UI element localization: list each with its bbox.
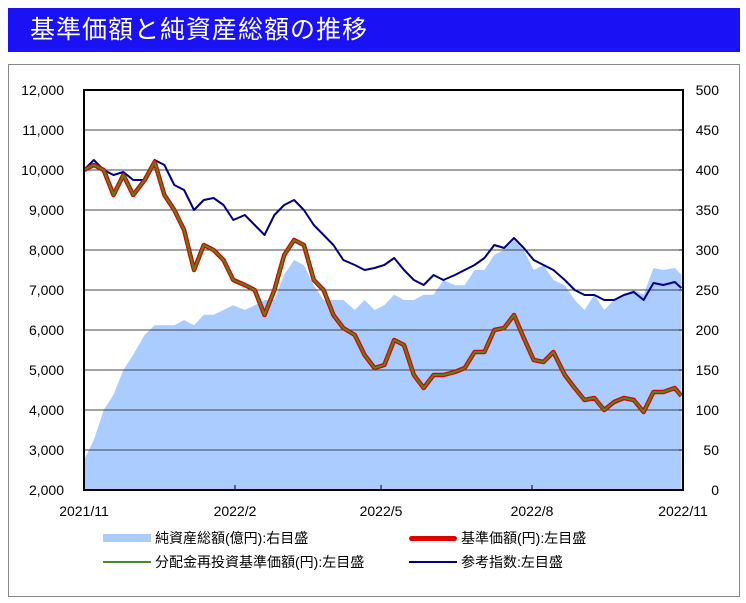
x-tick-label: 2022/2 [214, 503, 257, 519]
x-tick-label: 2022/8 [511, 503, 554, 519]
legend-swatch-red [409, 535, 457, 541]
reinvested-nav-line [83, 161, 683, 413]
y-left-tick-label: 11,000 [22, 122, 64, 138]
y-right-tick-label: 200 [696, 322, 720, 338]
legend-label: 基準価額(円):左目盛 [461, 530, 587, 546]
y-left-tick-label: 2,000 [29, 482, 64, 498]
legend-swatch-green [103, 561, 151, 563]
reference-index-line [83, 159, 683, 301]
x-tick-label: 2022/11 [658, 503, 708, 519]
x-tick-label: 2022/5 [360, 503, 403, 519]
y-right-tick-label: 50 [703, 442, 719, 458]
y-right-tick-label: 150 [696, 362, 720, 378]
y-left-tick-label: 8,000 [29, 242, 64, 258]
legend-label: 参考指数:左目盛 [461, 554, 563, 570]
y-right-tick-label: 400 [696, 162, 720, 178]
legend-swatch-navy [409, 561, 457, 563]
legend-reinvested-nav: 分配金再投資基準価額(円):左目盛 [103, 552, 364, 572]
legend-reference-index: 参考指数:左目盛 [409, 552, 563, 572]
chart-frame [8, 64, 740, 597]
legend-nav: 基準価額(円):左目盛 [409, 528, 586, 548]
legend-net-assets: 純資産総額(億円):右目盛 [103, 528, 308, 548]
chart-title: 基準価額と純資産総額の推移 [30, 16, 369, 44]
y-right-tick-label: 100 [696, 402, 720, 418]
legend-swatch-area [103, 534, 151, 542]
plot-area-border [83, 89, 684, 491]
legend-label: 純資産総額(億円):右目盛 [155, 530, 309, 546]
legend-label: 分配金再投資基準価額(円):左目盛 [155, 554, 365, 570]
y-right-tick-label: 500 [696, 82, 720, 98]
x-tick-label: 2021/11 [59, 503, 109, 519]
y-left-tick-label: 5,000 [29, 362, 64, 378]
y-right-tick-label: 450 [696, 122, 720, 138]
y-right-tick-label: 350 [696, 202, 720, 218]
y-left-tick-label: 10,000 [21, 162, 64, 178]
y-right-tick-label: 250 [696, 282, 720, 298]
y-left-tick-label: 12,000 [21, 82, 64, 98]
y-left-tick-label: 6,000 [29, 322, 64, 338]
chart-title-bar: 基準価額と純資産総額の推移 [8, 8, 740, 52]
y-left-tick-label: 4,000 [29, 402, 64, 418]
y-right-tick-label: 300 [696, 242, 720, 258]
y-left-tick-label: 7,000 [29, 282, 64, 298]
y-right-tick-label: 0 [711, 482, 719, 498]
y-left-tick-label: 3,000 [29, 442, 64, 458]
y-left-tick-label: 9,000 [29, 202, 64, 218]
